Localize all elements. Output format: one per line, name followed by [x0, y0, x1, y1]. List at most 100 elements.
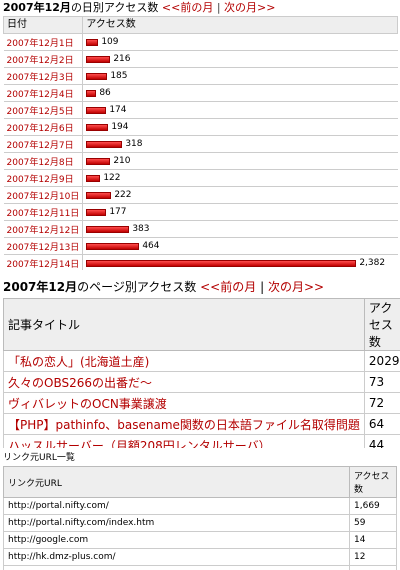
referrer-access-count [349, 565, 397, 570]
page-access-table: 記事タイトル アクセス数 「私の恋人」(北海道土産) 2029 久々のOBS266の… [3, 298, 400, 448]
page-title-link[interactable]: ハッスルサーバー（月額208円レンタルサーバ） [3, 434, 365, 448]
daily-date-link[interactable]: 2007年12月14日 [3, 254, 84, 270]
daily-month-title: 2007年12月 [3, 1, 71, 14]
referrer-row: http://hk.dmz-plus.com/12 [3, 548, 397, 566]
page-month-title: 2007年12月 [3, 280, 78, 294]
daily-date-link[interactable]: 2007年12月1日 [3, 33, 84, 51]
daily-bar-wrap: 464 [86, 238, 394, 254]
referrer-url: http://portal.nifty.com/ [3, 497, 350, 515]
daily-date-link[interactable]: 2007年12月11日 [3, 203, 84, 221]
page-title-link[interactable]: 久々のOBS266の出番だ～ [3, 371, 365, 393]
daily-date-link[interactable]: 2007年12月9日 [3, 169, 84, 187]
daily-bar-wrap: 318 [86, 136, 394, 152]
daily-next-month-link[interactable]: 次の月>> [224, 1, 276, 14]
page-next-month-link[interactable]: 次の月>> [267, 280, 325, 294]
page-prev-month-link[interactable]: <<前の月 [200, 280, 257, 294]
daily-bar-wrap: 122 [86, 170, 394, 186]
daily-access-bar [86, 157, 111, 165]
daily-access-bar [86, 191, 112, 199]
daily-access-cell: 177 [82, 203, 398, 221]
daily-date-link[interactable]: 2007年12月7日 [3, 135, 84, 153]
daily-date-link[interactable]: 2007年12月13日 [3, 237, 84, 255]
referrer-url [3, 565, 350, 570]
daily-access-cell: 122 [82, 169, 398, 187]
daily-access-cell: 216 [82, 50, 398, 68]
daily-access-bar [86, 174, 101, 182]
daily-access-value: 222 [114, 190, 132, 200]
daily-access-value: 86 [99, 88, 111, 98]
daily-row: 2007年12月8日 210 [3, 152, 398, 170]
daily-date-link[interactable]: 2007年12月10日 [3, 186, 84, 204]
daily-date-link[interactable]: 2007年12月2日 [3, 50, 84, 68]
daily-row: 2007年12月11日 177 [3, 203, 398, 221]
daily-access-value: 464 [142, 241, 160, 251]
page-col-access: アクセス数 [363, 298, 400, 351]
page-header-row: 記事タイトル アクセス数 [3, 298, 400, 351]
daily-access-value: 174 [109, 105, 127, 115]
daily-bar-wrap: 2,382 [86, 255, 394, 270]
daily-access-value: 122 [103, 173, 121, 183]
daily-bar-wrap: 216 [86, 51, 394, 67]
page-title-link[interactable]: 【PHP】pathinfo、basename関数の日本語ファイル名取得問題 [3, 413, 365, 435]
daily-row: 2007年12月9日 122 [3, 169, 398, 187]
page-access-count: 73 [363, 371, 400, 393]
daily-access-bar [86, 55, 111, 63]
page-row: ハッスルサーバー（月額208円レンタルサーバ） 44 [3, 434, 400, 448]
daily-access-bar [86, 89, 97, 97]
page-row: 【PHP】pathinfo、basename関数の日本語ファイル名取得問題 64 [3, 413, 400, 435]
referrer-access-count: 14 [349, 531, 397, 549]
daily-access-value: 109 [101, 37, 119, 47]
page-access-count: 64 [363, 413, 400, 435]
daily-access-cell: 194 [82, 118, 398, 136]
daily-header-row: 日付 アクセス数 [2, 16, 398, 34]
daily-date-link[interactable]: 2007年12月12日 [3, 220, 84, 238]
page-access-section: 2007年12月のページ別アクセス数 <<前の月 | 次の月>> 記事タイトル … [0, 278, 400, 448]
daily-title-suffix: の日別アクセス数 [70, 1, 159, 14]
referrer-url: http://google.com [3, 531, 350, 549]
page-title-link[interactable]: 「私の恋人」(北海道土産) [3, 350, 365, 372]
daily-bar-wrap: 177 [86, 204, 394, 220]
referrer-access-count: 59 [349, 514, 397, 532]
daily-row: 2007年12月3日 185 [3, 67, 398, 85]
daily-access-value: 210 [113, 156, 131, 166]
daily-access-cell: 2,382 [82, 254, 398, 270]
daily-date-link[interactable]: 2007年12月6日 [3, 118, 84, 136]
page-title-link[interactable]: ヴィバレットのOCN事業譲渡 [3, 392, 365, 414]
daily-bar-wrap: 109 [86, 34, 394, 50]
daily-access-cell: 109 [82, 33, 398, 51]
daily-row: 2007年12月1日 109 [3, 33, 398, 51]
daily-row: 2007年12月10日 222 [3, 186, 398, 204]
daily-date-link[interactable]: 2007年12月3日 [3, 67, 84, 85]
daily-date-link[interactable]: 2007年12月8日 [3, 152, 84, 170]
daily-date-link[interactable]: 2007年12月4日 [3, 84, 84, 102]
daily-access-value: 2,382 [359, 258, 386, 268]
daily-row: 2007年12月6日 194 [3, 118, 398, 136]
referrer-section: リンク元URL一覧 リンク元URL アクセス数 http://portal.ni… [0, 452, 400, 570]
daily-access-value: 185 [110, 71, 128, 81]
daily-bar-wrap: 185 [86, 68, 394, 84]
daily-row: 2007年12月2日 216 [3, 50, 398, 68]
daily-access-cell: 222 [82, 186, 398, 204]
page-table-body: 「私の恋人」(北海道土産) 2029 久々のOBS266の出番だ～ 73 ヴィバレットの… [3, 350, 400, 448]
page-nav-separator: | [260, 280, 265, 294]
daily-access-cell: 318 [82, 135, 398, 153]
daily-bar-wrap: 222 [86, 187, 394, 203]
daily-col-access: アクセス数 [82, 16, 398, 34]
daily-row: 2007年12月5日 174 [3, 101, 398, 119]
daily-bar-wrap: 383 [86, 221, 394, 237]
referrer-table-body: http://portal.nifty.com/1,669 http://port… [3, 497, 397, 570]
daily-prev-month-link[interactable]: <<前の月 [161, 1, 214, 14]
referrer-row: http://portal.nifty.com/1,669 [3, 497, 397, 515]
daily-access-value: 194 [111, 122, 129, 132]
referrer-title: リンク元URL一覧 [3, 453, 75, 463]
daily-access-cell: 210 [82, 152, 398, 170]
daily-access-value: 383 [132, 224, 150, 234]
daily-access-bar [86, 72, 108, 80]
referrer-row: http://google.com 14 [3, 531, 397, 549]
daily-row: 2007年12月7日 318 [3, 135, 398, 153]
daily-access-cell: 185 [82, 67, 398, 85]
referrer-url: http://portal.nifty.com/index.htm [3, 514, 350, 532]
page-access-count: 44 [363, 434, 400, 448]
referrer-access-count: 12 [349, 548, 397, 566]
daily-date-link[interactable]: 2007年12月5日 [3, 101, 84, 119]
